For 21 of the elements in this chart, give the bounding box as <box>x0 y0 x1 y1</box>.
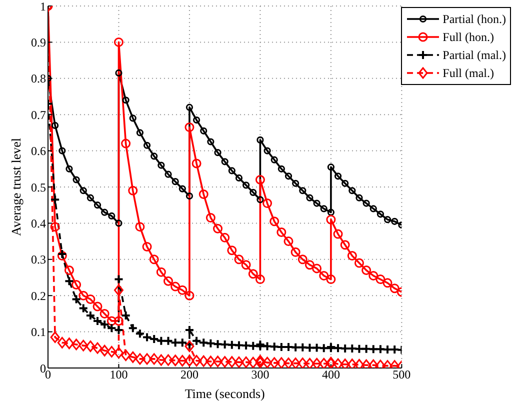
y-tick-label: 0.8 <box>31 72 46 86</box>
legend-label: Partial (mal.) <box>442 48 506 62</box>
y-tick-label: 0.7 <box>31 108 46 122</box>
x-axis-title: Time (seconds) <box>184 386 265 401</box>
x-tick-label: 500 <box>392 368 411 382</box>
y-axis-title: Average trust level <box>8 138 24 236</box>
legend-label: Partial (hon.) <box>442 12 506 26</box>
y-tick-label: 0.1 <box>31 325 46 340</box>
y-tick-label: 1 <box>40 0 46 14</box>
y-tick-label: 0.2 <box>31 288 46 303</box>
legend-label: Full (hon.) <box>442 30 494 44</box>
y-tick-label: 0.3 <box>31 252 46 267</box>
legend-label: Full (mal.) <box>442 66 494 80</box>
y-tick-label: 0.9 <box>31 35 46 50</box>
x-tick-label: 300 <box>251 368 270 382</box>
y-tick-label: 0.4 <box>31 216 46 230</box>
x-tick-label: 200 <box>180 368 198 382</box>
y-tick-label: 0.6 <box>31 144 46 158</box>
x-tick-label: 400 <box>322 368 340 382</box>
x-tick-label: 100 <box>110 368 128 382</box>
y-tick-label: 0.5 <box>31 180 46 194</box>
